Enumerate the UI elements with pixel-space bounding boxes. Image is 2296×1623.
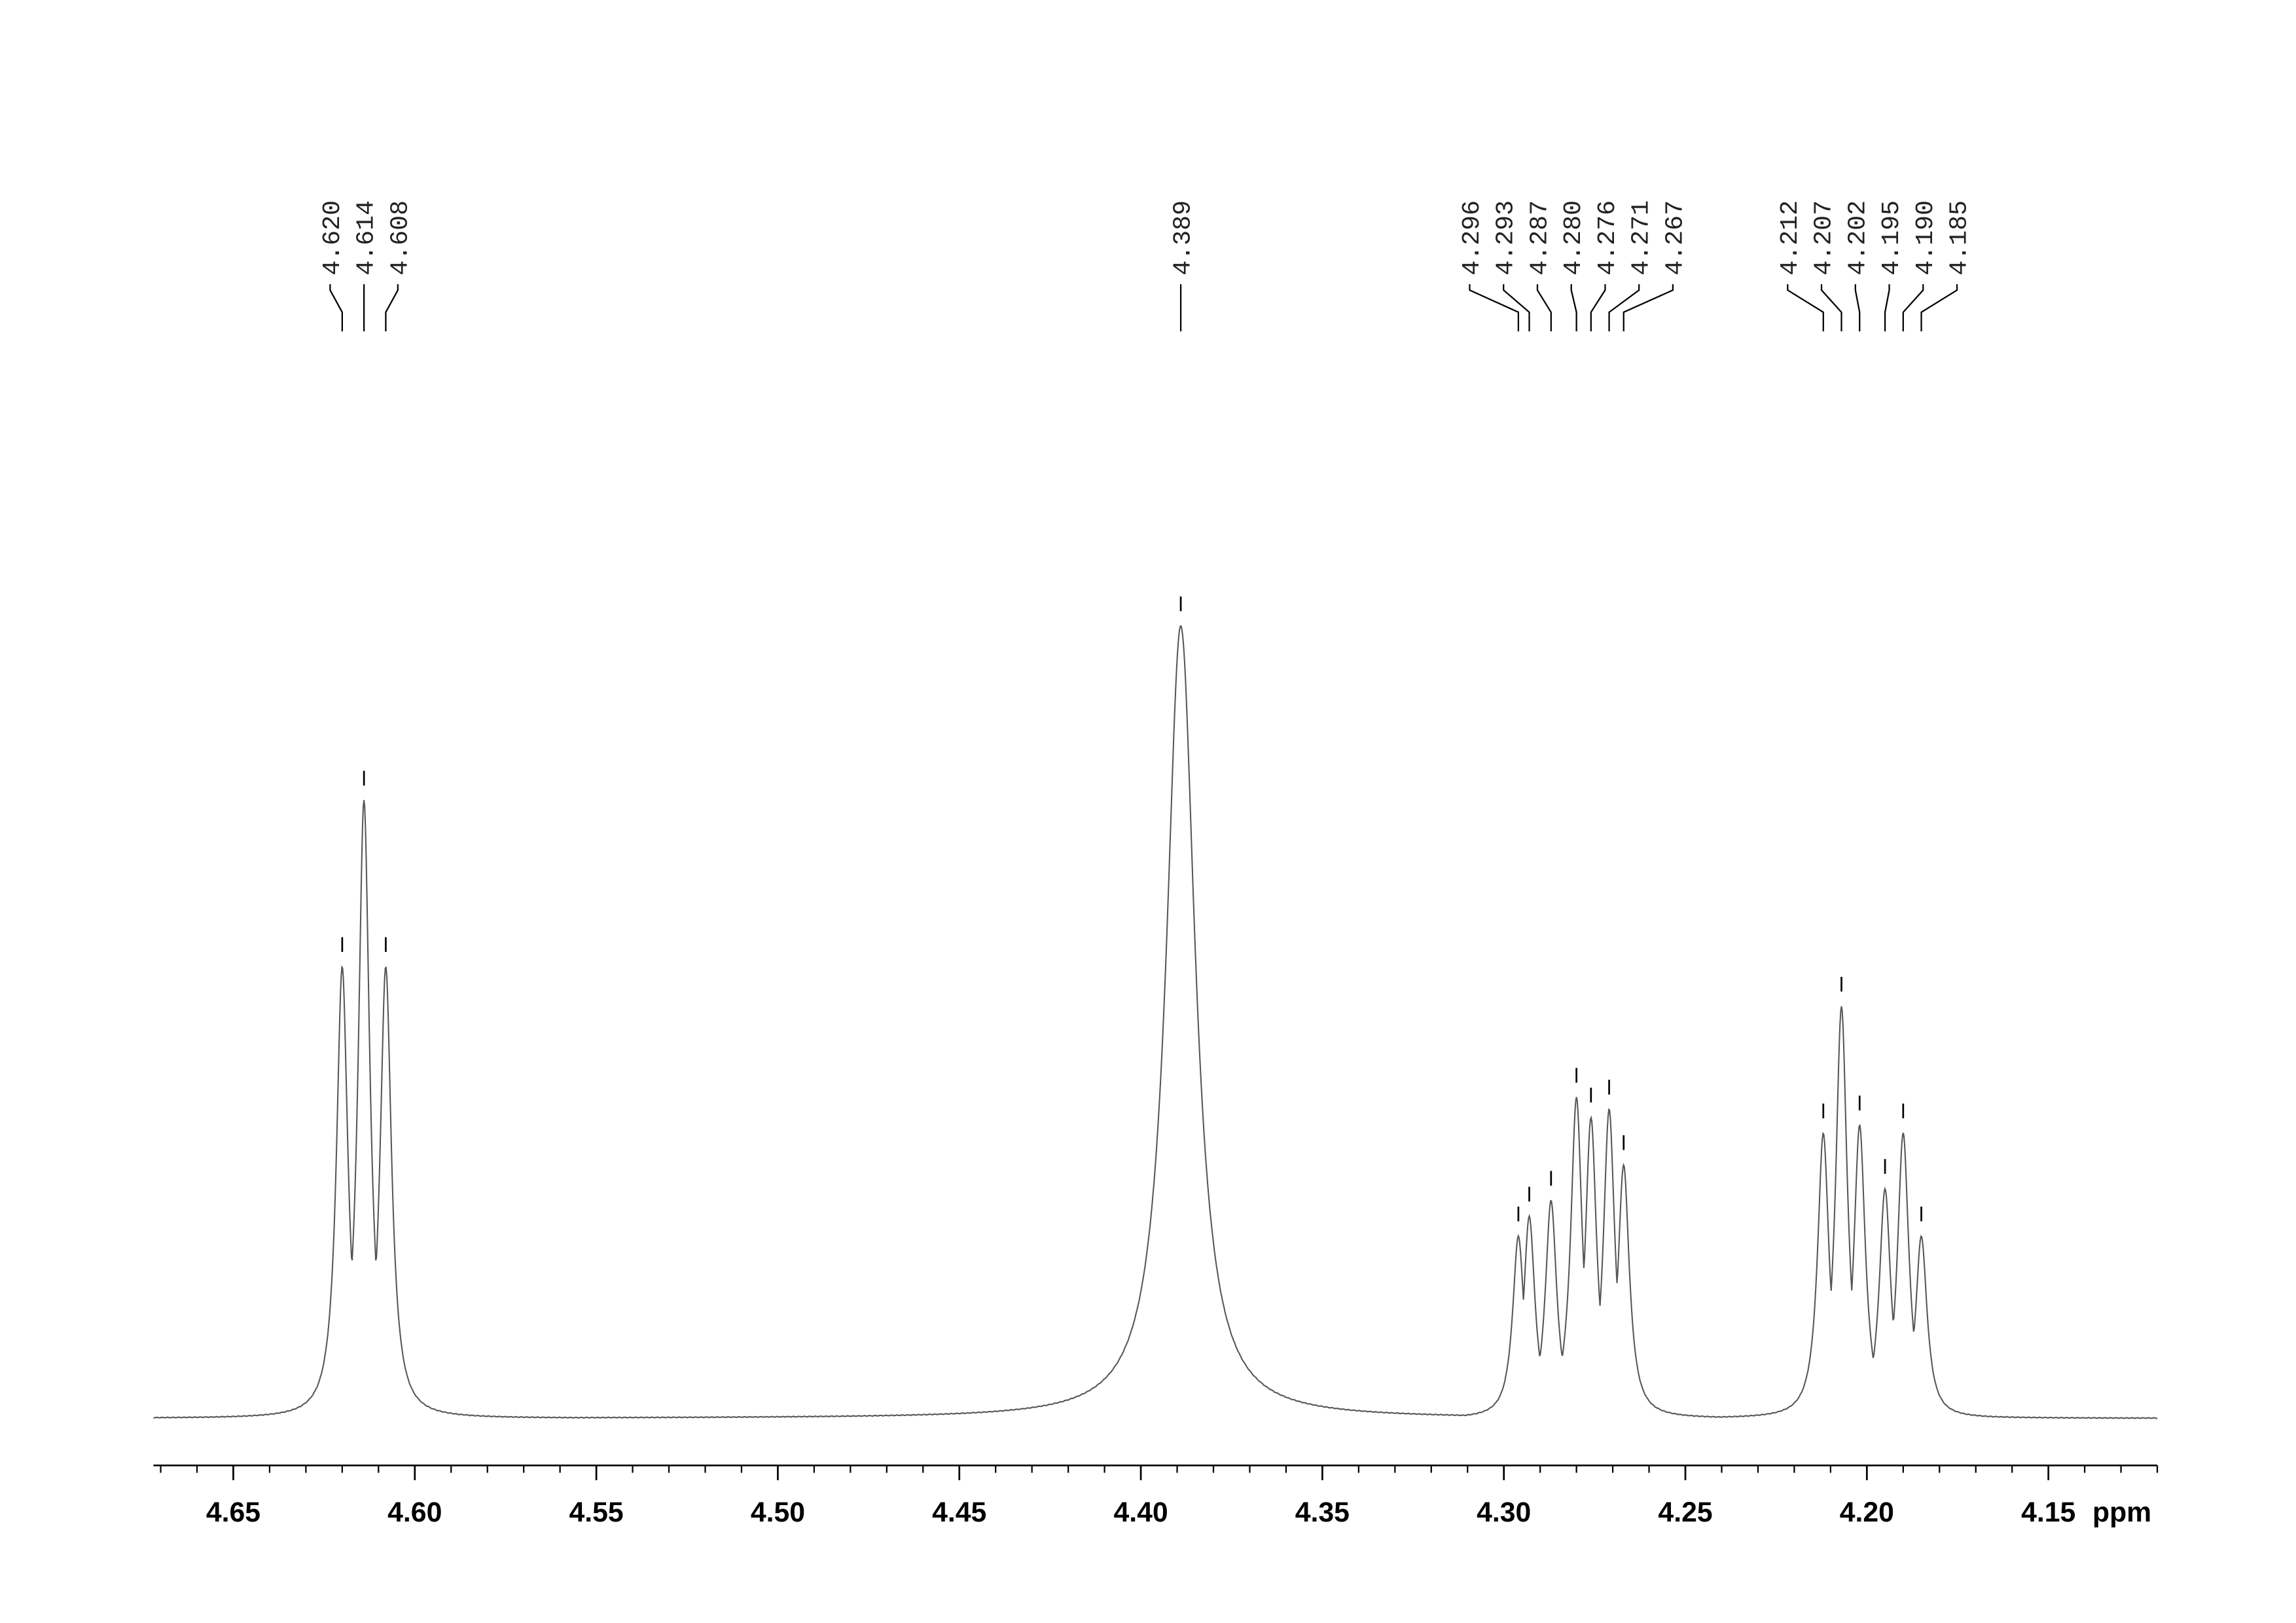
peak-connector [1920, 284, 1958, 332]
peak-connector [329, 284, 343, 332]
peak-label: 4.195 [1878, 200, 1906, 276]
peak-label: 4.207 [1810, 200, 1839, 276]
peak-label: 4.267 [1661, 200, 1689, 276]
x-tick-label: 4.60 [387, 1497, 442, 1528]
x-tick-label: 4.55 [569, 1497, 624, 1528]
peak-label: 4.293 [1492, 200, 1520, 276]
peak-label: 4.276 [1594, 200, 1622, 276]
x-tick-label: 4.35 [1295, 1497, 1350, 1528]
peak-label: 4.389 [1170, 200, 1198, 276]
x-tick-label: 4.50 [751, 1497, 805, 1528]
peak-connector [1590, 284, 1606, 332]
peak-label: 4.287 [1526, 200, 1554, 276]
peak-label: 4.190 [1912, 200, 1940, 276]
peak-label: 4.608 [386, 200, 414, 276]
peak-label: 4.280 [1560, 200, 1588, 276]
peak-label: 4.296 [1458, 200, 1486, 276]
x-axis-label: ppm [2092, 1497, 2151, 1528]
peak-connector [1787, 284, 1824, 332]
x-tick-label: 4.15 [2021, 1497, 2075, 1528]
x-tick-label: 4.25 [1658, 1497, 1712, 1528]
peak-label: 4.185 [1946, 200, 1974, 276]
peak-connector [1503, 284, 1530, 332]
x-tick-label: 4.65 [206, 1497, 260, 1528]
peak-label: 4.620 [319, 200, 347, 276]
peak-connector [1820, 284, 1842, 332]
peak-connector [1536, 284, 1552, 332]
peak-label: 4.212 [1776, 200, 1804, 276]
peak-connector [1469, 284, 1520, 332]
peak-connector [1854, 284, 1861, 332]
spectrum-trace [153, 625, 2158, 1419]
peak-label: 4.614 [353, 200, 381, 276]
peak-connector [385, 284, 399, 332]
x-tick-label: 4.45 [932, 1497, 986, 1528]
peak-label: 4.202 [1844, 200, 1872, 276]
x-tick-label: 4.40 [1113, 1497, 1168, 1528]
peak-label: 4.271 [1628, 200, 1656, 276]
peak-connector [1884, 284, 1890, 332]
peak-connector [1623, 284, 1674, 332]
peak-connector [1608, 284, 1640, 332]
x-tick-label: 4.20 [1840, 1497, 1894, 1528]
peak-connector [1902, 284, 1924, 332]
peak-connector [1570, 284, 1577, 332]
x-tick-label: 4.30 [1477, 1497, 1531, 1528]
